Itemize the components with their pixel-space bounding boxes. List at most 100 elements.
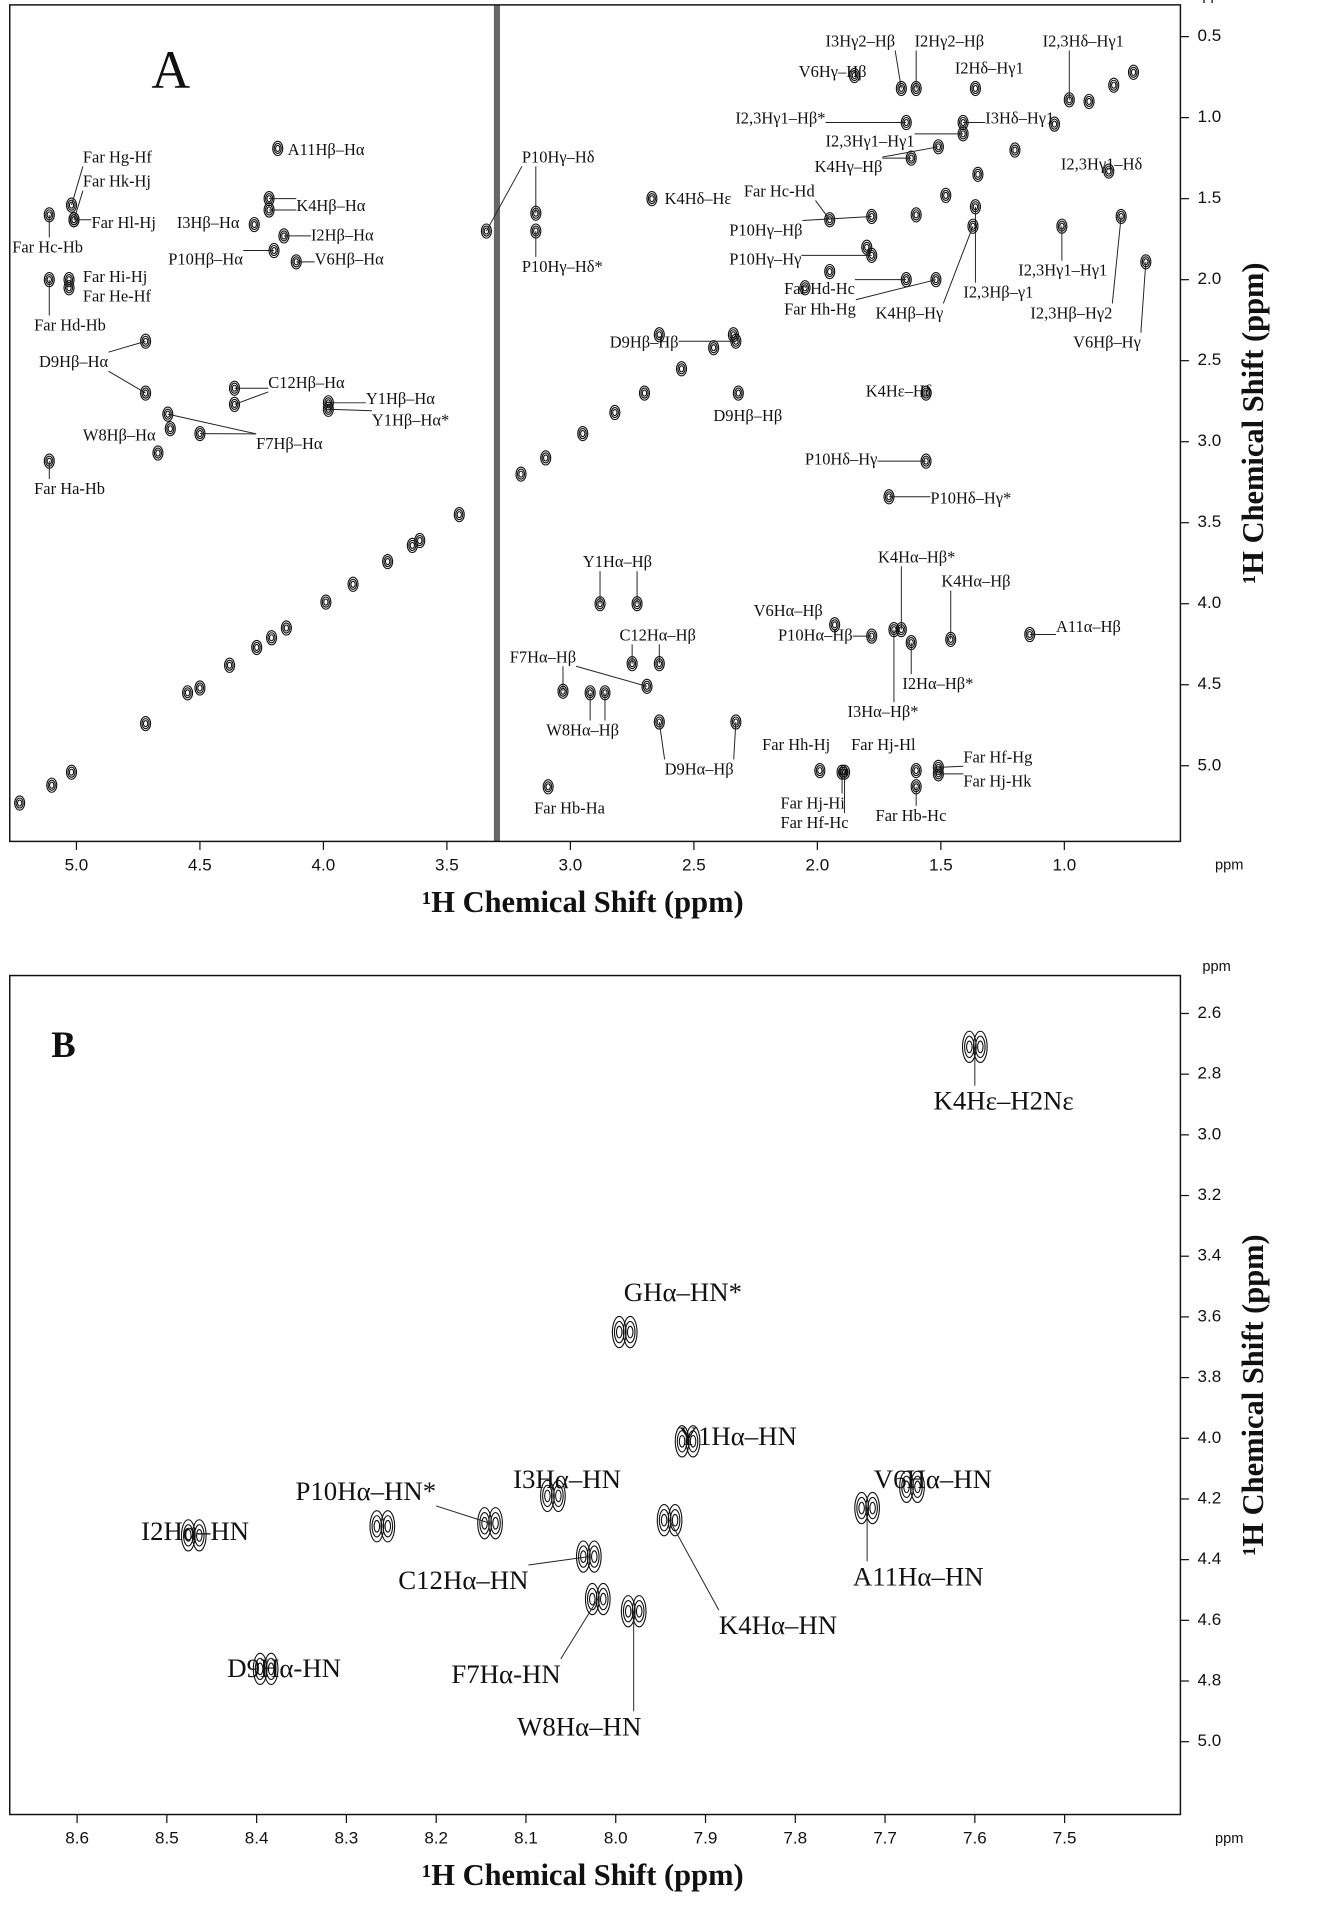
- contour: [417, 536, 423, 545]
- peak: [940, 187, 952, 204]
- contour: [492, 1516, 499, 1530]
- contour: [624, 1604, 632, 1618]
- peak-label: I2,3Hδ–Hγ1: [1043, 31, 1124, 50]
- contour: [1086, 97, 1092, 105]
- leader-line: [528, 1556, 589, 1566]
- peak-label: V6Hα–HN: [874, 1464, 992, 1494]
- leader-line: [575, 665, 648, 687]
- contour: [142, 720, 149, 728]
- contour: [453, 506, 465, 523]
- peak: [480, 223, 492, 239]
- x-tick-label: 8.1: [514, 1828, 538, 1847]
- peak: [620, 1595, 647, 1628]
- peak: [382, 553, 394, 570]
- contour: [251, 221, 257, 229]
- contour: [969, 80, 981, 97]
- contour: [231, 400, 238, 408]
- x-tick-label: 8.2: [424, 1828, 448, 1847]
- peak: [46, 777, 58, 793]
- peak-label: V6Hβ–Hγ: [1073, 333, 1141, 352]
- contour: [829, 617, 841, 633]
- contour: [799, 280, 811, 296]
- contour: [851, 71, 858, 80]
- contour: [961, 1030, 977, 1064]
- panel-label: B: [51, 1024, 75, 1065]
- x-tick-label: 7.8: [783, 1828, 807, 1847]
- peak-label: I2Hβ–Hα: [311, 225, 374, 244]
- peak: [540, 1479, 566, 1513]
- leader-line: [560, 1598, 599, 1660]
- y-tick-label: 5.0: [1197, 755, 1221, 774]
- peak-label: D9Hβ–Hβ: [713, 406, 782, 425]
- peak: [252, 1652, 279, 1686]
- y-unit: ppm: [1202, 0, 1230, 4]
- peak-label: I3Hα–HN: [513, 1464, 621, 1494]
- contour: [373, 1519, 381, 1533]
- contour: [321, 596, 330, 608]
- contour: [895, 80, 907, 97]
- contour: [481, 1516, 488, 1530]
- contour: [515, 466, 527, 482]
- peak-label: Y1Hβ–Hα: [366, 389, 435, 408]
- peak: [829, 617, 841, 633]
- peak-label: W8Hα–Hβ: [546, 720, 619, 739]
- contour: [482, 225, 491, 237]
- contour: [814, 762, 826, 779]
- peak-label: Far He-Hf: [83, 286, 152, 305]
- contour: [1051, 120, 1058, 128]
- peak-label: Far Hh-Hj: [762, 735, 830, 754]
- contour: [931, 274, 941, 286]
- contour: [1009, 142, 1021, 158]
- contour: [626, 1325, 634, 1339]
- peak: [899, 1470, 925, 1503]
- solvent-streak: [493, 4, 500, 842]
- contour: [640, 387, 649, 399]
- peak: [895, 80, 907, 97]
- contour: [1130, 68, 1137, 76]
- contour: [667, 1504, 683, 1537]
- leader-line: [71, 166, 84, 206]
- contour: [67, 766, 76, 778]
- y-tick-label: 4.2: [1197, 1488, 1221, 1507]
- peak-label: Far Hj-Hi: [780, 794, 845, 813]
- contour: [899, 1470, 914, 1503]
- peak-label: I2,3Hβ–γ1: [963, 283, 1033, 302]
- contour: [544, 781, 553, 793]
- contour: [230, 398, 239, 410]
- peak-label: K4Hα–HN: [719, 1610, 837, 1640]
- y-tick-label: 2.5: [1197, 350, 1221, 369]
- peak: [140, 333, 152, 349]
- x-tick-label: 1.0: [1052, 855, 1076, 874]
- peak-label: K4Hε–H2Nε: [933, 1086, 1073, 1116]
- y-tick-label: 3.5: [1197, 512, 1221, 531]
- contour: [383, 556, 392, 568]
- contour: [660, 1513, 668, 1527]
- x-tick-label: 8.4: [245, 1828, 269, 1847]
- contour: [932, 139, 944, 155]
- contour: [166, 423, 175, 435]
- contour: [64, 282, 74, 294]
- contour: [655, 716, 664, 728]
- contour: [384, 1519, 392, 1533]
- contour: [516, 468, 526, 480]
- peak: [972, 166, 984, 182]
- peak-label: I2,3Hγ1–Hβ*: [735, 108, 825, 127]
- contour: [631, 1595, 647, 1628]
- peak-label: A11Hα–HN: [853, 1561, 984, 1591]
- peak: [1083, 93, 1095, 110]
- contour: [545, 783, 551, 791]
- y-tick-label: 4.4: [1197, 1549, 1221, 1568]
- contour: [1050, 118, 1059, 130]
- contour: [613, 1320, 625, 1344]
- contour: [184, 689, 191, 697]
- contour: [732, 385, 744, 401]
- peak-label: Far Hb-Ha: [534, 798, 606, 817]
- contour: [586, 1587, 598, 1611]
- y-tick-label: 0.5: [1197, 26, 1221, 45]
- contour: [380, 1510, 396, 1543]
- peak-label: K4Hβ–Hγ: [876, 303, 944, 322]
- contour: [226, 661, 233, 669]
- contour: [382, 1515, 394, 1538]
- y-tick-label: 4.8: [1197, 1671, 1221, 1690]
